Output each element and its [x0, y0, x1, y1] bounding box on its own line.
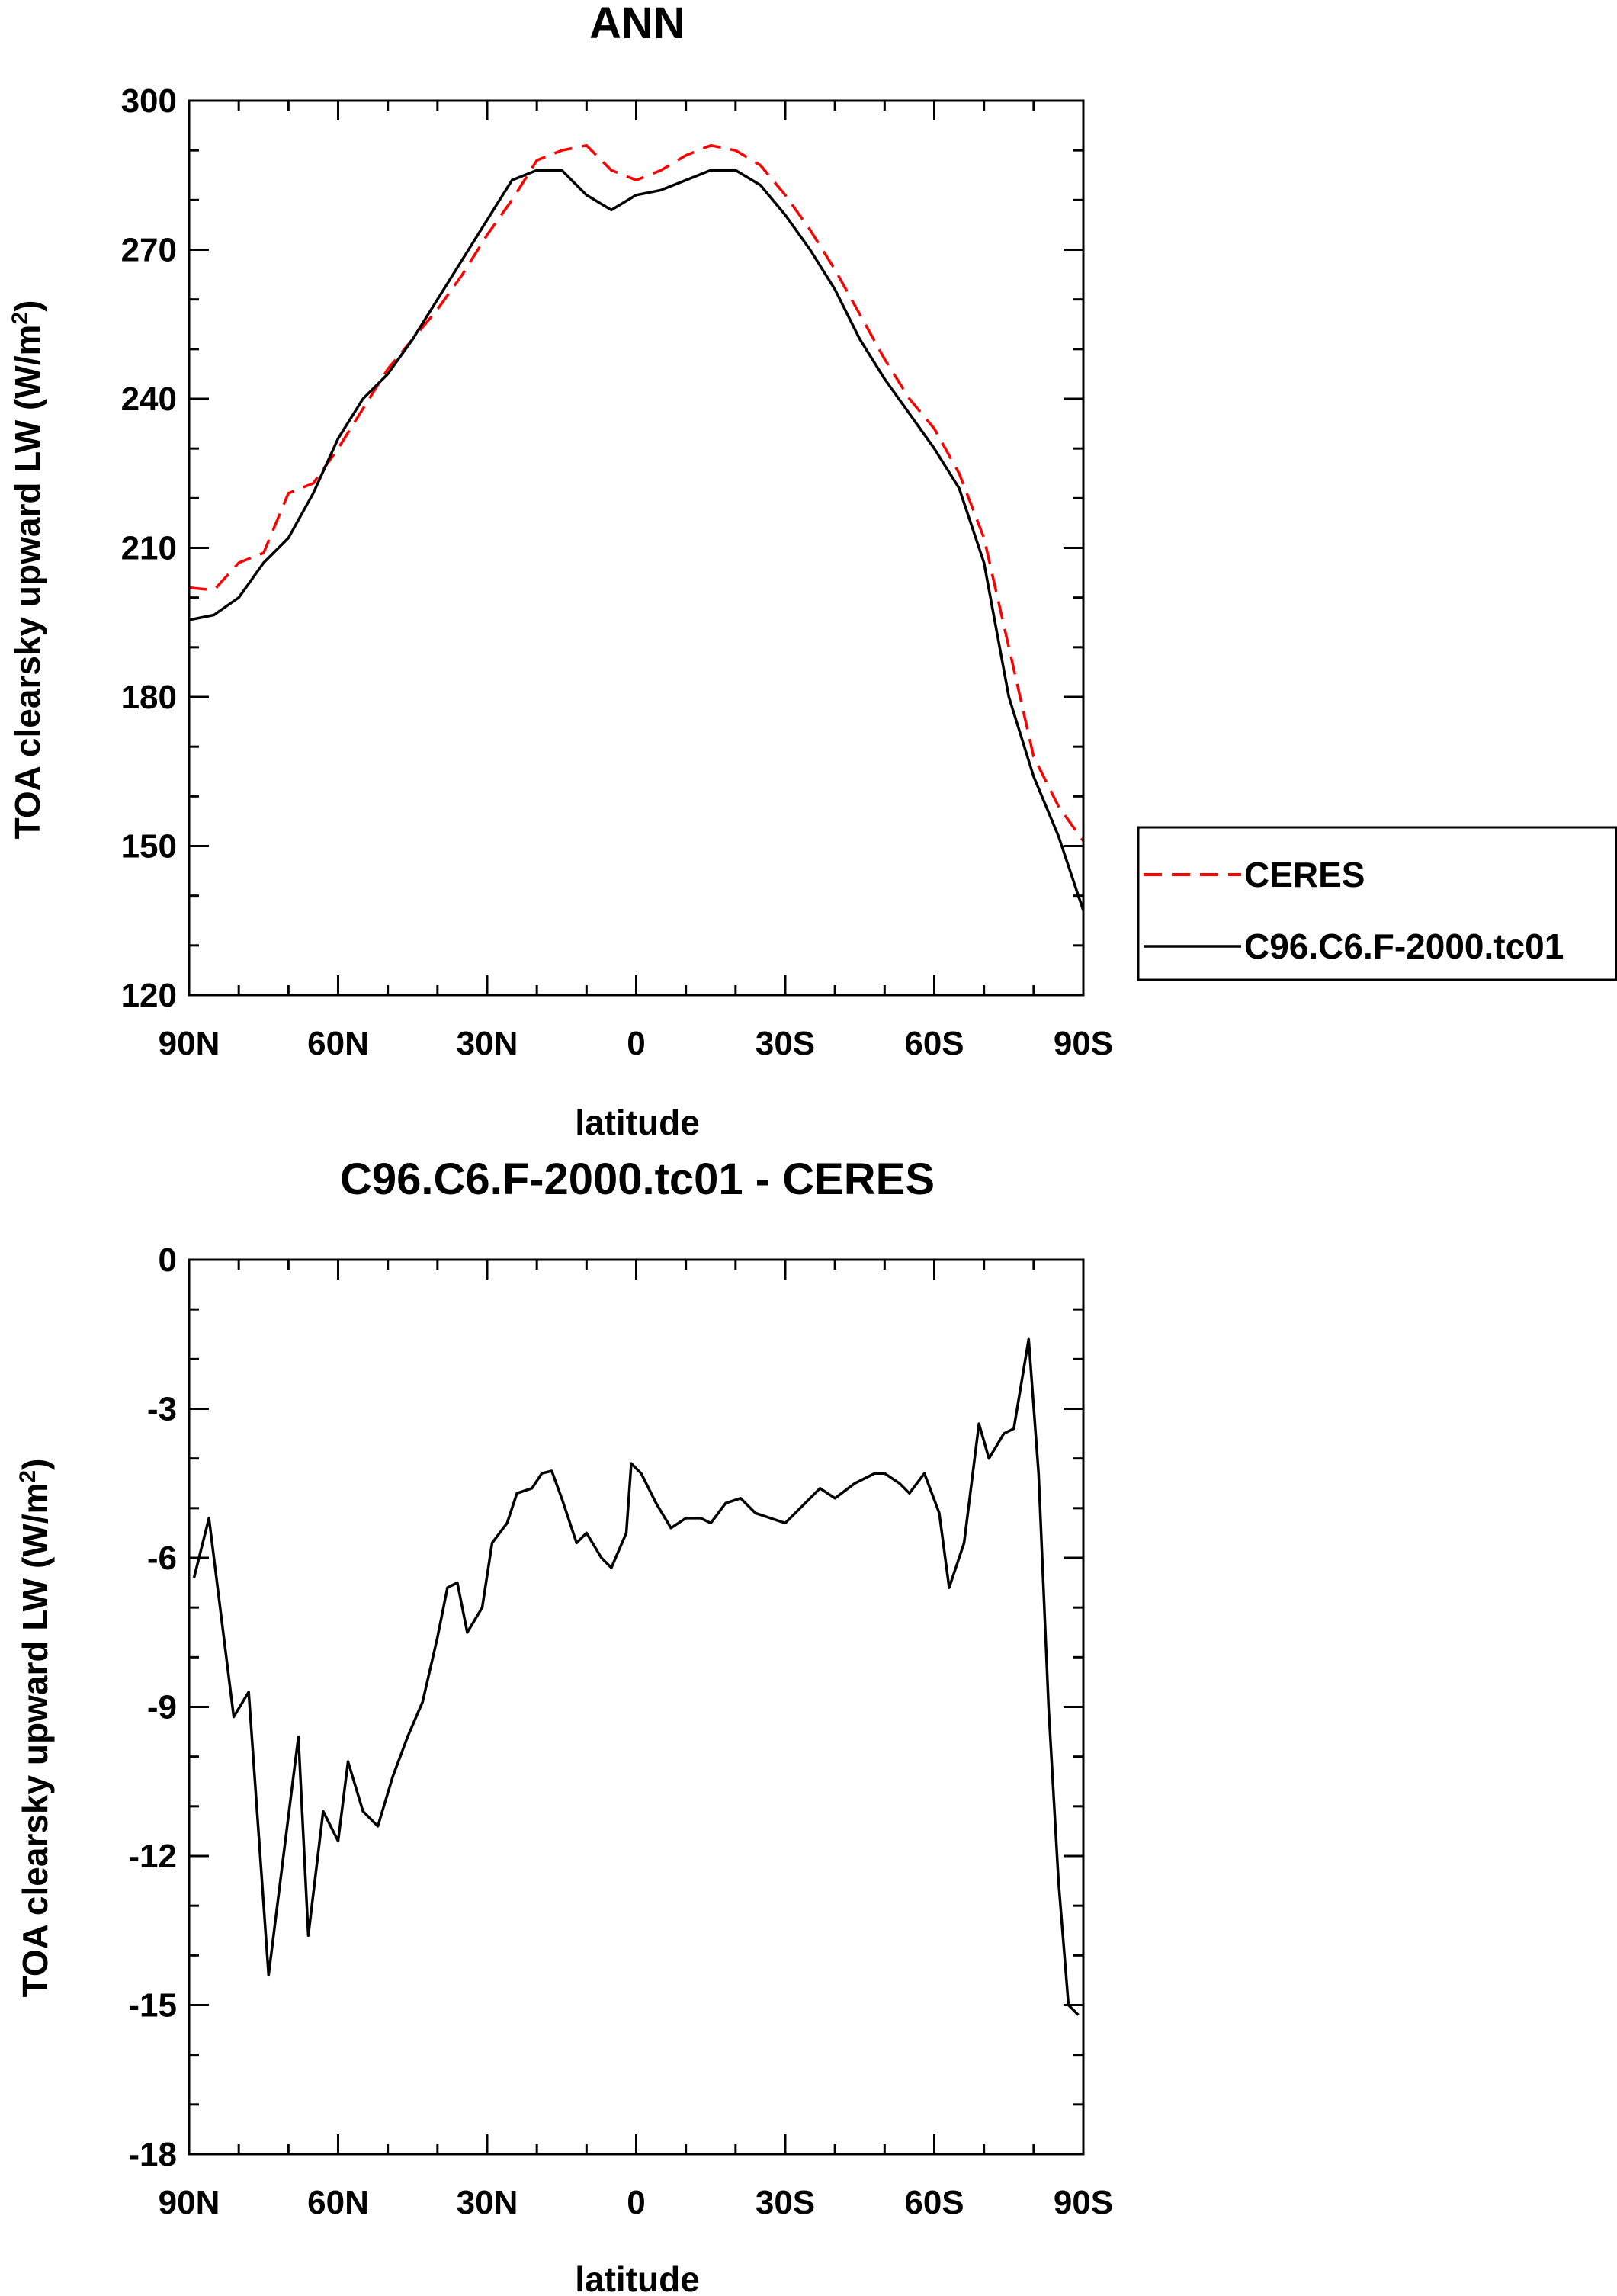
- y-axis-label: TOA clearsky upward LW (W/m2): [8, 300, 47, 840]
- x-tick-label-90s: 90S: [1054, 2184, 1113, 2221]
- y-tick-label-0: 0: [159, 1241, 177, 1279]
- legend-label-ceres: CERES: [1244, 855, 1365, 894]
- y-tick-label-210: 210: [121, 530, 177, 567]
- y-tick-label-180: 180: [121, 679, 177, 716]
- chart-title: C96.C6.F-2000.tc01 - CERES: [340, 1154, 935, 1204]
- y-tick-label-9: -9: [147, 1689, 177, 1726]
- chart-annual-mean: ANN TOA clearsky upward LW (W/m2) 90N 60N…: [8, 0, 1617, 1142]
- y-tick-label-18: -18: [128, 2136, 177, 2173]
- axis-tick-labels: 90N 60N 30N 0 30S 60S 90S 120 150 180 210 240 270 300: [121, 82, 1114, 1062]
- x-tick-label-60n: 60N: [307, 2184, 369, 2221]
- y-tick-label-240: 240: [121, 381, 177, 418]
- axis-ticks: [188, 99, 1085, 997]
- y-tick-label-120: 120: [121, 977, 177, 1014]
- axis-tick-labels: 90N 60N 30N 0 30S 60S 90S -18 -15 -12 -9 -6 -3 0: [128, 1241, 1113, 2221]
- y-tick-label-12: -12: [128, 1838, 177, 1875]
- x-axis-label: latitude: [575, 2259, 700, 2296]
- x-tick-label-30n: 30N: [457, 2184, 518, 2221]
- x-tick-label-60s: 60S: [904, 2184, 964, 2221]
- plot-frame: [188, 99, 1085, 997]
- legend-label-model: C96.C6.F-2000.tc01: [1244, 926, 1564, 966]
- x-tick-label-30s: 30S: [756, 2184, 815, 2221]
- x-tick-label-60s: 60S: [904, 1025, 964, 1062]
- legend: CERES C96.C6.F-2000.tc01: [1137, 826, 1617, 981]
- series-line-c96-c6-f-2000-tc01: [188, 169, 1085, 911]
- chart-title: ANN: [589, 0, 685, 48]
- x-tick-label-0: 0: [627, 1025, 645, 1062]
- x-tick-label-90n: 90N: [159, 1025, 220, 1062]
- series-lines: [192, 1337, 1080, 2016]
- x-tick-label-30s: 30S: [756, 1025, 815, 1062]
- y-tick-label-270: 270: [121, 232, 177, 269]
- legend-box: [1137, 826, 1617, 981]
- y-tick-label-15: -15: [128, 1987, 177, 2025]
- axis-ticks: [188, 1258, 1085, 2156]
- x-tick-label-90s: 90S: [1054, 1025, 1113, 1062]
- x-tick-label-60n: 60N: [307, 1025, 369, 1062]
- x-axis-label: latitude: [575, 1103, 700, 1142]
- y-axis-label: TOA clearsky upward LW (W/m2): [15, 1459, 55, 1998]
- series-line-ceres: [188, 143, 1085, 843]
- y-tick-label-300: 300: [121, 82, 177, 120]
- y-tick-label-3: -3: [147, 1391, 177, 1428]
- plot-frame: [188, 1258, 1085, 2156]
- y-tick-label-150: 150: [121, 828, 177, 865]
- x-tick-label-90n: 90N: [159, 2184, 220, 2221]
- x-tick-label-30n: 30N: [457, 1025, 518, 1062]
- y-tick-label-6: -6: [147, 1540, 177, 1577]
- series-line-c96-c6-f-2000-tc01-ceres: [192, 1337, 1080, 2016]
- series-lines: [188, 143, 1085, 911]
- x-tick-label-0: 0: [627, 2184, 645, 2221]
- chart-difference: C96.C6.F-2000.tc01 - CERES TOA clearsky …: [15, 1154, 1113, 2296]
